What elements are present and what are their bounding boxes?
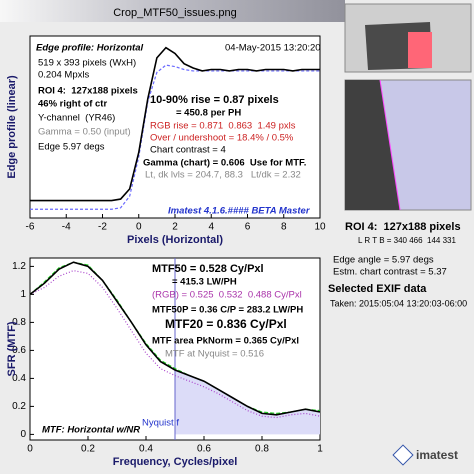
annotation: MTF area PkNorm = 0.365 Cy/Pxl: [152, 336, 299, 347]
annotation: Y-channel (YR46): [38, 113, 115, 124]
series-line: [29, 269, 321, 419]
title-bar: [0, 0, 345, 22]
x-tick-label: 6: [245, 222, 251, 233]
annotation: ROI 4: 127x188 pixels: [38, 86, 138, 97]
y-tick-label: 0.6: [12, 345, 26, 356]
annotation: MTF at Nyquist = 0.516: [165, 349, 264, 360]
annotation: 10-90% rise = 0.87 pixels: [150, 94, 279, 106]
annotation: Chart contrast = 4: [150, 145, 226, 156]
y-tick-label: 1: [20, 289, 26, 300]
x-tick-label: 0.8: [255, 444, 269, 455]
thumbnail-roi: [408, 32, 432, 68]
y-tick-label: 1.2: [12, 261, 26, 272]
annotation: Over / undershoot = 18.4% / 0.5%: [150, 133, 294, 144]
series-line: [30, 46, 320, 202]
annotation: 519 x 393 pixels (WxH): [38, 58, 136, 69]
annotation: Lt, dk lvls = 204.7, 88.3 Lt/dk = 2.32: [145, 170, 301, 181]
logo-icon: [392, 444, 414, 466]
x-tick-label: 0: [136, 222, 142, 233]
x-tick-label: 10: [314, 222, 326, 233]
annotation: MTF50P = 0.36 C/P = 283.2 LW/PH: [152, 305, 303, 316]
annotation: MTF50 = 0.528 Cy/Pxl: [152, 263, 264, 275]
x-tick-label: 2: [172, 222, 178, 233]
edge-line: [379, 79, 401, 211]
x-tick-label: 0.2: [81, 444, 95, 455]
series-line: [29, 261, 321, 416]
y-tick-label: 0.8: [12, 317, 26, 328]
annotation: Edge profile: Horizontal: [36, 43, 144, 54]
roi-label: ROI 4: 127x188 pixels: [345, 221, 461, 233]
annotation: Imatest 4.1.6.#### BETA Master: [168, 206, 311, 217]
annotation: Gamma (chart) = 0.606 Use for MTF.: [143, 158, 306, 169]
exif-taken: Taken: 2015:05:04 13:20:03-06:00: [330, 298, 467, 308]
series-line: [29, 261, 321, 415]
series-line: [30, 64, 320, 210]
x-axis-label: Pixels (Horizontal): [127, 234, 223, 246]
annotation: Nyquist f: [142, 418, 179, 429]
annotation: MTF: Horizontal w/NR: [42, 425, 140, 436]
title: Crop_MTF50_issues.png: [113, 7, 237, 19]
annotation: Gamma = 0.50 (input): [38, 127, 131, 138]
logo: imatest: [416, 448, 458, 462]
x-axis-label: Frequency, Cycles/pixel: [113, 456, 238, 468]
y-tick-label: 0.2: [12, 401, 26, 412]
y-axis-label: Edge profile (linear): [6, 75, 18, 179]
exif-heading: Selected EXIF data: [328, 283, 427, 295]
annotation: (RGB) = 0.525 0.532 0.488 Cy/Pxl: [152, 290, 302, 301]
y-axis-label: SFR (MTF): [6, 321, 18, 376]
chart-contrast: Estm. chart contrast = 5.37: [333, 267, 447, 278]
x-tick-label: 0: [27, 444, 33, 455]
annotation: 0.204 Mpxls: [38, 70, 89, 81]
x-tick-label: 0.6: [197, 444, 211, 455]
x-tick-label: 8: [281, 222, 287, 233]
x-tick-label: -6: [26, 222, 35, 233]
x-tick-label: -4: [62, 222, 71, 233]
roi-dark: [345, 80, 400, 210]
annotation: 46% right of ctr: [38, 99, 107, 110]
annotation: = 415.3 LW/PH: [172, 277, 237, 288]
y-tick-label: 0.4: [12, 373, 26, 384]
x-tick-label: 4: [208, 222, 214, 233]
annotation: = 450.8 per PH: [176, 108, 241, 119]
annotation: Edge 5.97 degs: [38, 142, 105, 153]
annotation: MTF20 = 0.836 Cy/Pxl: [165, 317, 287, 331]
edge-angle: Edge angle = 5.97 degs: [333, 255, 434, 266]
annotation: RGB rise = 0.871 0.863 1.49 pxls: [150, 121, 296, 132]
y-tick-label: 0: [20, 429, 26, 440]
x-tick-label: 0.4: [139, 444, 153, 455]
annotation: 04-May-2015 13:20:20: [225, 43, 321, 54]
x-tick-label: -2: [98, 222, 107, 233]
roi-lrtb: L R T B = 340 466 144 331: [358, 236, 456, 245]
x-tick-label: 1: [317, 444, 323, 455]
